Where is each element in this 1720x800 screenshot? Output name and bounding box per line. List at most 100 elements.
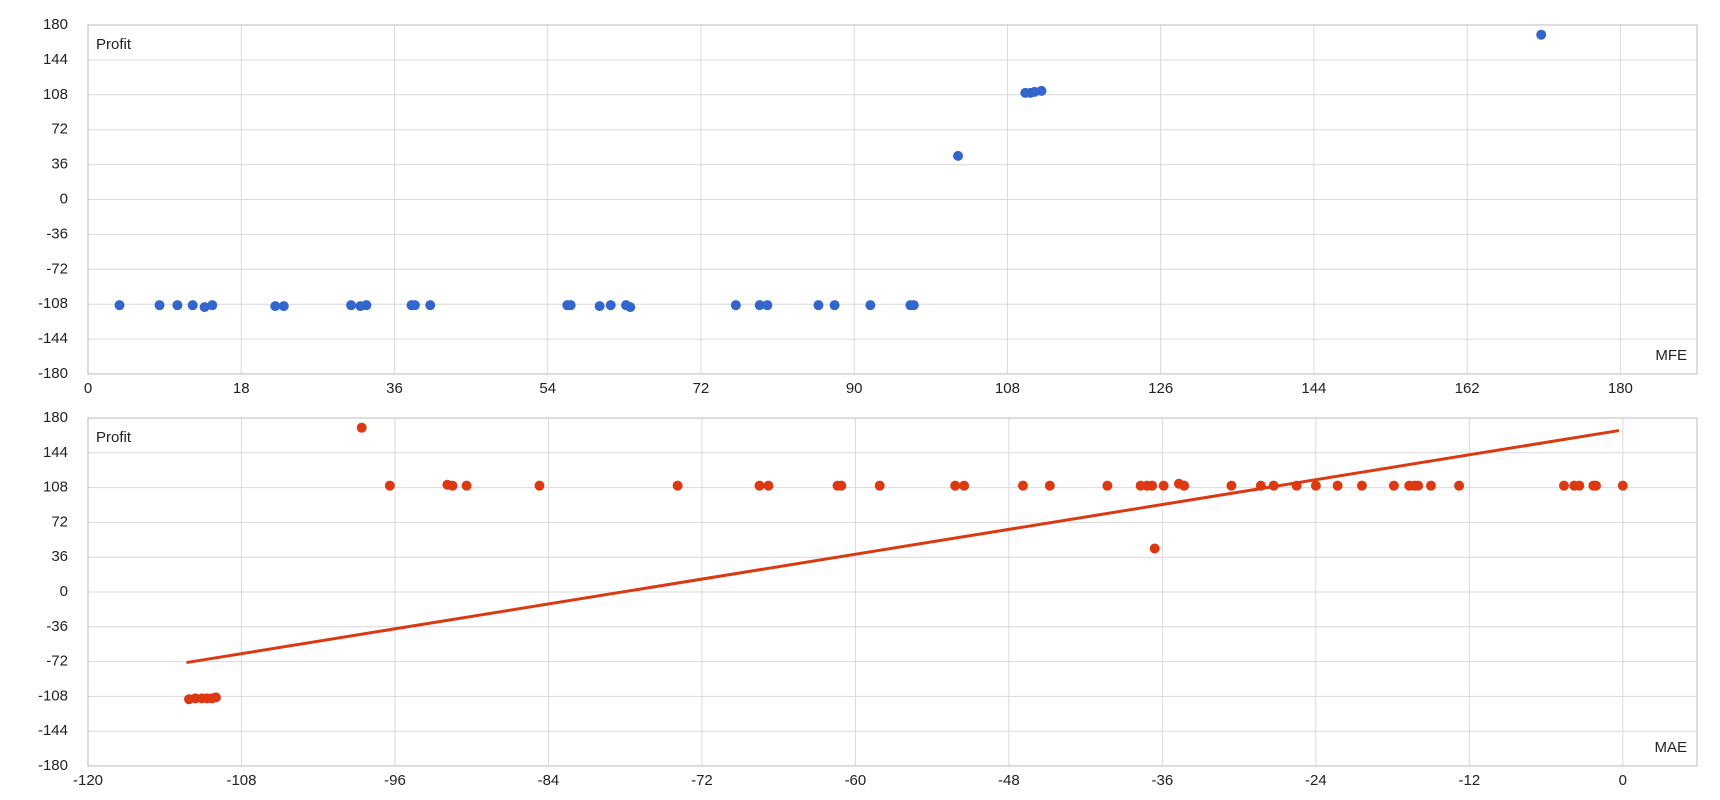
x-tick-label: -12 bbox=[1458, 772, 1480, 789]
x-tick-label: 108 bbox=[995, 380, 1020, 397]
x-tick-label: -60 bbox=[845, 772, 867, 789]
y-tick-label: 108 bbox=[43, 479, 68, 496]
point bbox=[361, 300, 372, 311]
point bbox=[1356, 480, 1367, 491]
y-tick-label: 72 bbox=[51, 121, 68, 138]
point bbox=[953, 150, 964, 161]
point bbox=[270, 301, 281, 312]
point bbox=[1388, 480, 1399, 491]
y-tick-label: 0 bbox=[60, 190, 68, 207]
x-tick-label: -120 bbox=[73, 772, 103, 789]
point bbox=[1454, 480, 1465, 491]
point bbox=[1179, 480, 1190, 491]
y-axis-label: Profit bbox=[96, 429, 132, 446]
y-tick-label: 36 bbox=[51, 548, 68, 565]
point bbox=[865, 300, 876, 311]
point bbox=[1332, 480, 1343, 491]
point bbox=[959, 480, 970, 491]
point bbox=[1590, 480, 1601, 491]
point bbox=[1044, 480, 1055, 491]
y-tick-label: -180 bbox=[38, 365, 68, 382]
x-tick-label: -24 bbox=[1305, 772, 1327, 789]
y-tick-label: 180 bbox=[43, 409, 68, 426]
x-tick-label: 126 bbox=[1148, 380, 1173, 397]
point bbox=[730, 300, 741, 311]
point bbox=[1255, 480, 1266, 491]
x-tick-label: -108 bbox=[226, 772, 256, 789]
point bbox=[425, 300, 436, 311]
y-tick-label: 72 bbox=[51, 513, 68, 530]
point bbox=[1617, 480, 1628, 491]
y-tick-label: 144 bbox=[43, 51, 68, 68]
point bbox=[763, 480, 774, 491]
point bbox=[1226, 480, 1237, 491]
point bbox=[605, 300, 616, 311]
y-tick-label: 144 bbox=[43, 444, 68, 461]
x-tick-label: 0 bbox=[84, 380, 92, 397]
point bbox=[154, 300, 165, 311]
point bbox=[1036, 85, 1047, 96]
point bbox=[1147, 480, 1158, 491]
point bbox=[1536, 29, 1547, 40]
point bbox=[409, 300, 420, 311]
y-tick-label: -72 bbox=[46, 260, 68, 277]
x-tick-label: -48 bbox=[998, 772, 1020, 789]
y-tick-label: -72 bbox=[46, 653, 68, 670]
point bbox=[534, 480, 545, 491]
point bbox=[1102, 480, 1113, 491]
y-tick-label: 36 bbox=[51, 156, 68, 173]
x-tick-label: 18 bbox=[233, 380, 250, 397]
point bbox=[908, 300, 919, 311]
point bbox=[114, 300, 125, 311]
plot-border bbox=[87, 417, 1698, 767]
point bbox=[874, 480, 885, 491]
point bbox=[762, 300, 773, 311]
x-tick-label: -36 bbox=[1152, 772, 1174, 789]
point bbox=[207, 300, 218, 311]
y-tick-label: 0 bbox=[60, 583, 68, 600]
point bbox=[836, 480, 847, 491]
point bbox=[1158, 480, 1169, 491]
point bbox=[1310, 480, 1321, 491]
x-tick-label: 144 bbox=[1301, 380, 1326, 397]
x-axis-label: MFE bbox=[1655, 347, 1687, 364]
x-tick-label: 0 bbox=[1619, 772, 1627, 789]
point bbox=[1268, 480, 1279, 491]
point bbox=[210, 692, 221, 703]
point bbox=[672, 480, 683, 491]
point bbox=[1413, 480, 1424, 491]
point bbox=[1149, 543, 1160, 554]
point bbox=[1574, 480, 1585, 491]
point bbox=[384, 480, 395, 491]
x-tick-label: 54 bbox=[539, 380, 556, 397]
y-tick-label: -36 bbox=[46, 618, 68, 635]
point bbox=[461, 480, 472, 491]
point bbox=[172, 300, 183, 311]
x-tick-label: 180 bbox=[1608, 380, 1633, 397]
point bbox=[356, 422, 367, 433]
point bbox=[813, 300, 824, 311]
point bbox=[950, 480, 961, 491]
trendline bbox=[186, 429, 1620, 665]
point bbox=[447, 480, 458, 491]
plot-border bbox=[87, 24, 1698, 375]
point bbox=[625, 302, 636, 313]
x-tick-label: -84 bbox=[538, 772, 560, 789]
point bbox=[1425, 480, 1436, 491]
x-tick-label: -96 bbox=[384, 772, 406, 789]
point bbox=[594, 301, 605, 312]
point bbox=[187, 300, 198, 311]
point bbox=[1291, 480, 1302, 491]
point bbox=[754, 300, 765, 311]
y-tick-label: -108 bbox=[38, 687, 68, 704]
point bbox=[1558, 480, 1569, 491]
x-tick-label: 162 bbox=[1455, 380, 1480, 397]
y-tick-label: -36 bbox=[46, 225, 68, 242]
x-tick-label: 36 bbox=[386, 380, 403, 397]
y-tick-label: -180 bbox=[38, 757, 68, 774]
x-tick-label: -72 bbox=[691, 772, 713, 789]
x-tick-label: 72 bbox=[693, 380, 710, 397]
point bbox=[346, 300, 357, 311]
point bbox=[1017, 480, 1028, 491]
